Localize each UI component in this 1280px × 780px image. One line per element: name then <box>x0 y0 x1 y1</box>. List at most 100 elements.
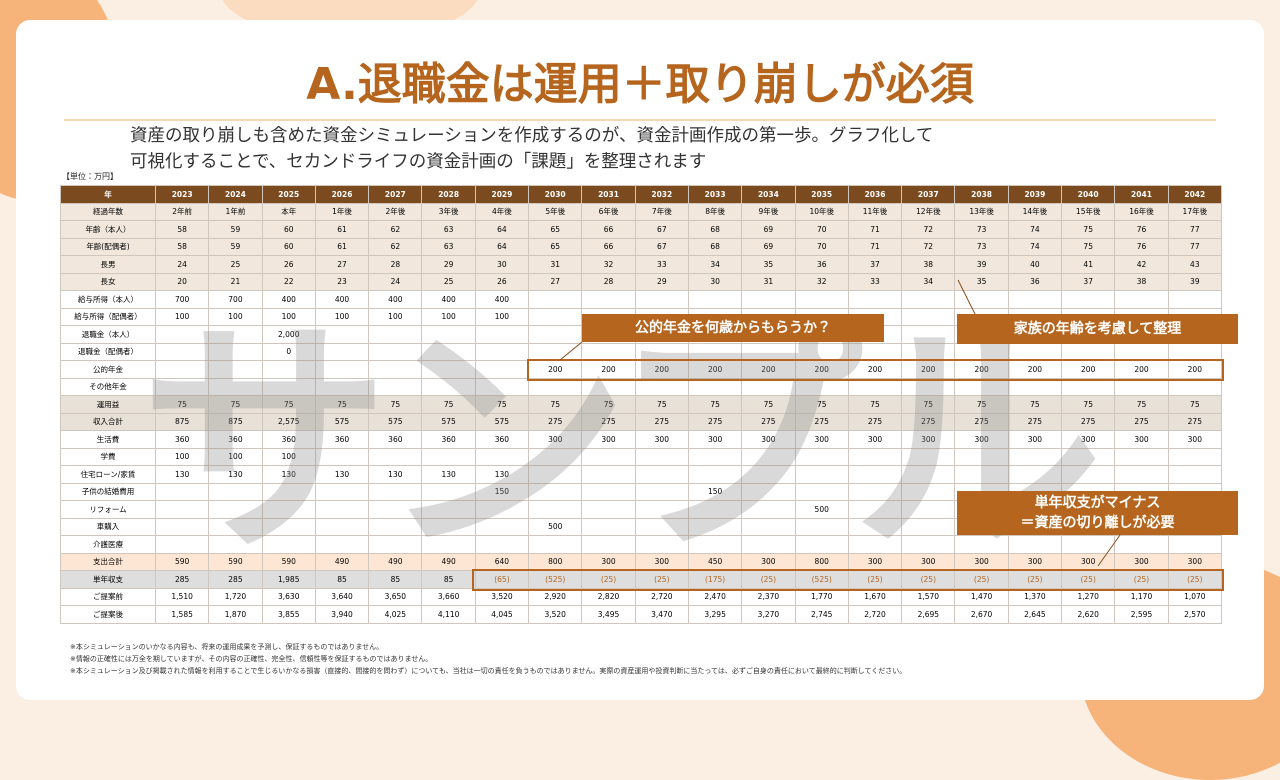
cell: 60 <box>261 220 316 239</box>
footnote: ※本シミュレーションのいかなる内容も、将来の運用成果を予測し、保証するものではあ… <box>70 643 384 651</box>
cell: 65 <box>528 237 583 256</box>
cell: 2,620 <box>1061 605 1116 624</box>
cell: 75 <box>687 395 743 414</box>
cell: 75 <box>208 395 263 414</box>
column-header: 2041 <box>1114 185 1169 204</box>
cell: 33 <box>634 255 689 274</box>
cell: 68 <box>687 237 743 256</box>
callout: 家族の年齢を考慮して整理 <box>957 314 1238 344</box>
cell: 71 <box>847 237 903 256</box>
cell: 6年後 <box>581 202 636 221</box>
column-header: 2040 <box>1061 185 1116 204</box>
cell: 450 <box>687 552 743 571</box>
cell: 66 <box>581 220 636 239</box>
table-row: 経過年数 2年前 1年前 本年 1年後 2年後 3年後 4年後 5年後 6年後 7年後 8年後 9年後 1… <box>60 202 1223 221</box>
cell: 75 <box>1114 395 1169 414</box>
cell: 2,575 <box>261 412 316 431</box>
arrow <box>559 341 583 361</box>
cell: 300 <box>1061 552 1116 571</box>
highlight-box <box>472 569 1224 591</box>
cell: 63 <box>421 220 476 239</box>
cell: 74 <box>1007 220 1063 239</box>
cell: 70 <box>794 237 849 256</box>
cell: 75 <box>581 395 636 414</box>
arrow <box>957 279 976 315</box>
cell: 31 <box>528 255 583 274</box>
cell: 32 <box>581 255 636 274</box>
cell: (25) <box>581 570 636 589</box>
row-label: 長男 <box>60 255 156 274</box>
cell: 75 <box>1061 395 1116 414</box>
cell: 275 <box>1114 412 1169 431</box>
cell: 300 <box>847 552 903 571</box>
cell: 63 <box>421 237 476 256</box>
cell: 2,720 <box>847 605 903 624</box>
cell: 275 <box>1007 412 1063 431</box>
cell: 77 <box>1167 220 1223 239</box>
table-row: 年齢（本人） 58 59 60 61 62 63 64 65 66 67 68 69 70 71 72 73 74… <box>60 220 1223 239</box>
cell: 74 <box>1007 237 1063 256</box>
column-header: 2023 <box>154 185 210 204</box>
cell: 26 <box>261 255 316 274</box>
cell: 275 <box>528 412 583 431</box>
cell: 800 <box>528 552 583 571</box>
row-label: 年齢（本人） <box>60 220 156 239</box>
cell: 36 <box>794 255 849 274</box>
cell: (525) <box>794 570 849 589</box>
cell: 30 <box>474 255 530 274</box>
cell: 59 <box>208 220 263 239</box>
subtitle: 可視化することで、セカンドライフの資金計画の「課題」を整理されます <box>130 152 707 172</box>
cell: 75 <box>474 395 530 414</box>
cell: 275 <box>1167 412 1223 431</box>
table-row: ご提案後 1,585 1,870 3,855 3,940 4,025 4,110 4,045 3… <box>60 605 1223 624</box>
cell: 64 <box>474 220 530 239</box>
arrow <box>1097 534 1121 567</box>
cell: 590 <box>261 552 316 571</box>
cell: 71 <box>847 220 903 239</box>
table-row: 単年収支 285 285 1,985 85 85 85 (65) (525) (25) (25) (1… <box>60 570 1223 589</box>
cell: 75 <box>634 395 689 414</box>
cell: 17年後 <box>1167 202 1223 221</box>
cell: 38 <box>1114 272 1169 291</box>
cell: (175) <box>687 570 743 589</box>
cell: 75 <box>954 395 1009 414</box>
cell: 39 <box>954 255 1009 274</box>
cell: 77 <box>1167 237 1223 256</box>
cell: 16年後 <box>1114 202 1169 221</box>
cell: 85 <box>368 570 423 589</box>
cell: 67 <box>634 237 689 256</box>
cell: 490 <box>314 552 370 571</box>
column-header: 2028 <box>421 185 476 204</box>
column-header: 2024 <box>208 185 263 204</box>
cell: 275 <box>954 412 1009 431</box>
cell: 590 <box>154 552 210 571</box>
cell: 72 <box>901 237 956 256</box>
cell: 75 <box>1061 220 1116 239</box>
cell: 40 <box>1007 255 1063 274</box>
callout-text: ＝資産の切り離しが必要 <box>1020 515 1175 531</box>
callout: 単年収支がマイナス ＝資産の切り離しが必要 <box>957 491 1238 535</box>
cell: 275 <box>847 412 903 431</box>
cell: 13年後 <box>954 202 1009 221</box>
column-header: 2027 <box>368 185 423 204</box>
cell: 39 <box>1167 272 1223 291</box>
cell: 275 <box>581 412 636 431</box>
table-row: 給与所得（本人） 700 700 400 400 400 400 400 <box>60 290 1223 309</box>
cell: 5年後 <box>528 202 583 221</box>
arrows <box>559 279 1121 567</box>
column-header: 2038 <box>954 185 1009 204</box>
table-row: 退職金（配偶者） 0 <box>60 342 1223 361</box>
divider <box>64 119 1216 121</box>
cell: 285 <box>154 570 210 589</box>
column-header: 2031 <box>581 185 636 204</box>
cell: 75 <box>1007 395 1063 414</box>
table-row: 運用益 75 75 75 75 75 75 75 75 75 75 75 75 75 75 75 75 75 75 7… <box>60 395 1223 414</box>
cell: 75 <box>794 395 849 414</box>
table-row: 支出合計 590 590 590 490 490 490 640 800 300 300 450 300… <box>60 552 1223 571</box>
cell: 61 <box>314 237 370 256</box>
cell: 8年後 <box>687 202 743 221</box>
cell: 29 <box>421 255 476 274</box>
row-label: 年齢(配偶者) <box>60 237 156 256</box>
cell: 1年後 <box>314 202 370 221</box>
cell: (25) <box>901 570 956 589</box>
